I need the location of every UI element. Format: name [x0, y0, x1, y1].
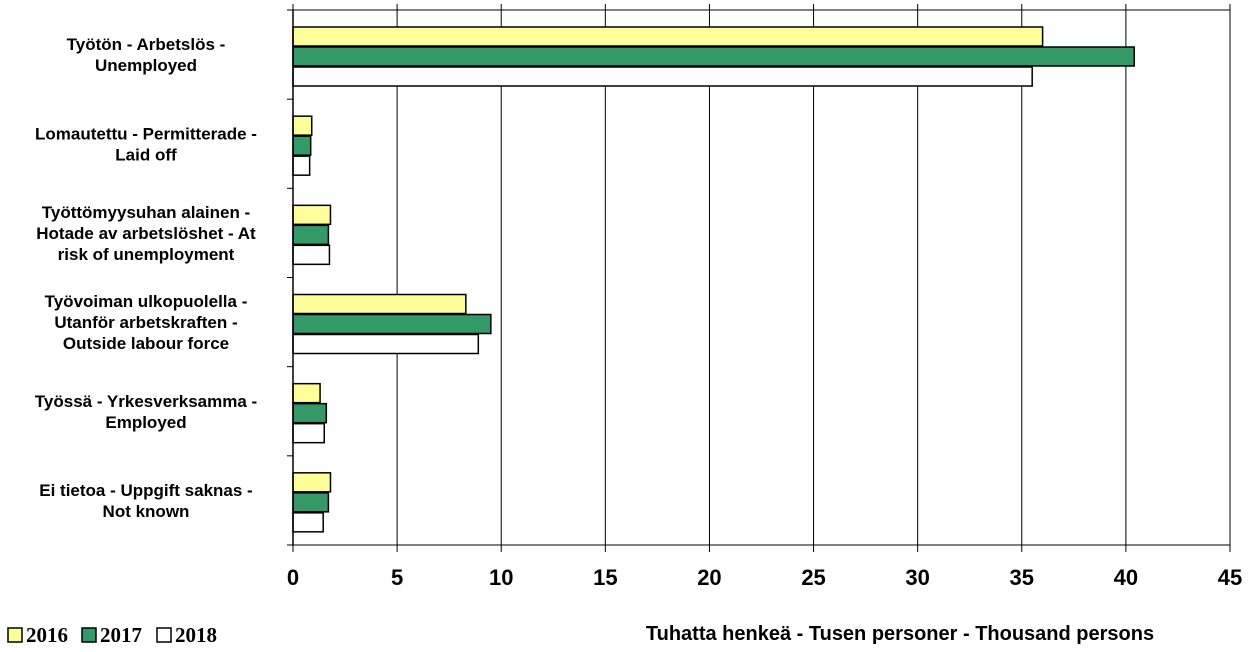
bar-2016-5	[292, 472, 332, 493]
legend-label-2016: 2016	[26, 623, 68, 647]
bar-2016-2	[292, 204, 332, 226]
category-label-line: Not known	[103, 502, 190, 521]
x-tick-label: 10	[489, 565, 513, 590]
x-tick-label: 0	[287, 565, 299, 590]
bar-2018-4	[292, 422, 325, 444]
x-tick-label: 40	[1114, 565, 1138, 590]
bar-2018-5	[292, 512, 324, 533]
x-tick-label: 35	[1010, 565, 1034, 590]
x-tick-label: 25	[801, 565, 825, 590]
category-label-line: Hotade av arbetslöshet - At	[36, 224, 256, 243]
category-label-line: Outside labour force	[63, 334, 229, 353]
bar-2018-2	[292, 244, 331, 266]
category-label-line: Lomautettu - Permitterade -	[35, 124, 257, 143]
legend-swatch-2018	[156, 627, 172, 643]
gridlines	[396, 10, 1231, 545]
bar-2017-0	[292, 46, 1135, 67]
category-label: Työssä - Yrkesverksamma - Employed	[35, 392, 257, 432]
bar-2018-0	[292, 66, 1033, 87]
category-label: Lomautettu - Permitterade - Laid off	[35, 124, 257, 164]
bar-2016-0	[292, 26, 1044, 47]
legend-swatch-2017	[81, 627, 97, 643]
bar-2018-3	[292, 333, 480, 355]
category-label-line: risk of unemployment	[58, 245, 235, 264]
category-label: Työttömyysuhan alainen - Hotade av arbets…	[36, 203, 256, 264]
bar-2017-3	[292, 313, 492, 335]
bar-2016-1	[292, 115, 313, 136]
x-tick-label: 45	[1218, 565, 1242, 590]
legend-label-2017: 2017	[100, 623, 142, 647]
x-tick-label: 15	[593, 565, 617, 590]
category-labels: Työtön - Arbetslös - Unemployed Lomautettu…	[35, 35, 257, 521]
bar-2017-5	[292, 492, 330, 513]
category-label: Työtön - Arbetslös - Unemployed	[67, 35, 226, 75]
category-label-line: Utanför arbetskraften -	[54, 313, 237, 332]
category-label-line: Työssä - Yrkesverksamma -	[35, 392, 257, 411]
category-label: Työvoiman ulkopuolella - Utanför arbetskr…	[45, 292, 248, 353]
bar-2017-2	[292, 224, 330, 246]
category-label-line: Employed	[105, 413, 186, 432]
category-label-line: Työvoiman ulkopuolella -	[45, 292, 248, 311]
bar-2016-4	[292, 382, 321, 404]
bar-2017-1	[292, 135, 312, 156]
legend-label-2018: 2018	[175, 623, 217, 647]
bars	[292, 26, 1135, 533]
legend: 2016 2017 2018	[7, 623, 217, 647]
category-label-line: Laid off	[115, 145, 177, 164]
x-tick-label: 5	[391, 565, 403, 590]
x-tick-label: 30	[905, 565, 929, 590]
category-label: Ei tietoa - Uppgift saknas - Not known	[39, 481, 252, 521]
category-label-line: Unemployed	[95, 56, 197, 75]
bar-2018-1	[292, 155, 311, 176]
bar-2017-4	[292, 402, 328, 424]
x-tick-label: 20	[697, 565, 721, 590]
x-tick-labels: 0 5 10 15 20 25 30 35 40 45	[287, 565, 1242, 590]
bar-2016-3	[292, 293, 467, 315]
axes	[287, 4, 1231, 552]
legend-swatch-2016	[7, 627, 23, 643]
x-axis-title: Tuhatta henkeä - Tusen personer - Thousa…	[646, 623, 1154, 645]
category-label-line: Työtön - Arbetslös -	[67, 35, 226, 54]
category-label-line: Työttömyysuhan alainen -	[42, 203, 250, 222]
category-label-line: Ei tietoa - Uppgift saknas -	[39, 481, 252, 500]
